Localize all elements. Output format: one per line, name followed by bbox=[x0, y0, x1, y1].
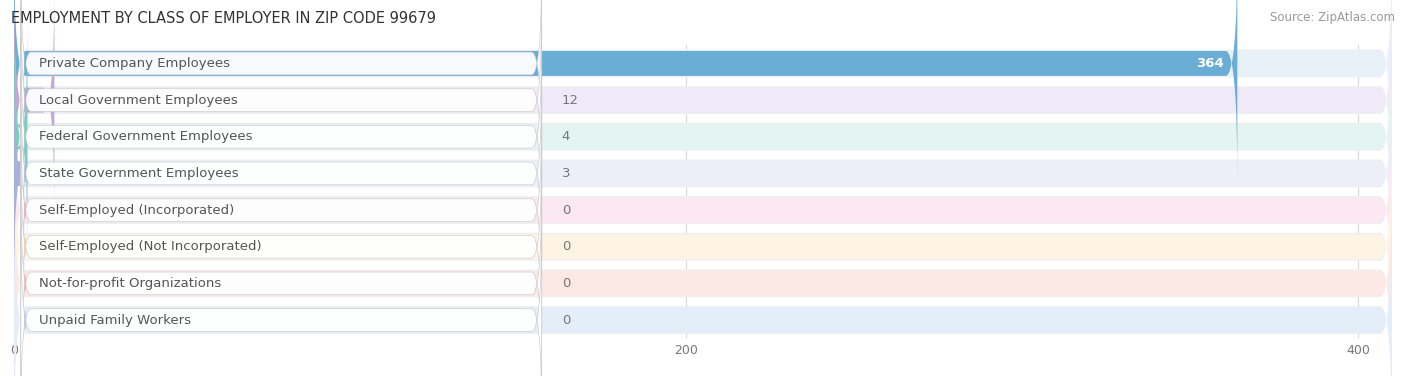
Ellipse shape bbox=[24, 311, 25, 329]
FancyBboxPatch shape bbox=[14, 21, 1392, 253]
FancyBboxPatch shape bbox=[14, 0, 1237, 179]
Text: 364: 364 bbox=[1197, 57, 1223, 70]
FancyBboxPatch shape bbox=[14, 0, 1392, 214]
FancyBboxPatch shape bbox=[14, 0, 1392, 179]
Text: 12: 12 bbox=[562, 94, 579, 107]
Ellipse shape bbox=[24, 91, 25, 109]
FancyBboxPatch shape bbox=[14, 23, 1392, 251]
FancyBboxPatch shape bbox=[14, 0, 1392, 178]
FancyBboxPatch shape bbox=[14, 59, 1392, 288]
Ellipse shape bbox=[24, 164, 25, 183]
Text: EMPLOYMENT BY CLASS OF EMPLOYER IN ZIP CODE 99679: EMPLOYMENT BY CLASS OF EMPLOYER IN ZIP C… bbox=[11, 11, 436, 26]
FancyBboxPatch shape bbox=[21, 38, 541, 235]
FancyBboxPatch shape bbox=[14, 168, 1392, 376]
FancyBboxPatch shape bbox=[21, 75, 541, 272]
Text: 0: 0 bbox=[562, 240, 571, 253]
Ellipse shape bbox=[24, 127, 25, 146]
FancyBboxPatch shape bbox=[21, 185, 541, 376]
Text: Unpaid Family Workers: Unpaid Family Workers bbox=[39, 314, 191, 327]
FancyBboxPatch shape bbox=[14, 204, 1392, 376]
Text: Federal Government Employees: Federal Government Employees bbox=[39, 130, 253, 143]
Ellipse shape bbox=[24, 54, 25, 73]
FancyBboxPatch shape bbox=[14, 0, 55, 216]
FancyBboxPatch shape bbox=[14, 96, 1392, 324]
Text: Not-for-profit Organizations: Not-for-profit Organizations bbox=[39, 277, 222, 290]
FancyBboxPatch shape bbox=[21, 221, 541, 376]
FancyBboxPatch shape bbox=[14, 94, 1392, 326]
FancyBboxPatch shape bbox=[14, 131, 1392, 362]
Text: 3: 3 bbox=[562, 167, 571, 180]
Ellipse shape bbox=[24, 238, 25, 256]
FancyBboxPatch shape bbox=[21, 111, 541, 309]
FancyBboxPatch shape bbox=[14, 169, 1392, 376]
FancyBboxPatch shape bbox=[21, 0, 541, 162]
FancyBboxPatch shape bbox=[14, 0, 1392, 216]
Text: Self-Employed (Incorporated): Self-Employed (Incorporated) bbox=[39, 203, 235, 217]
Text: Private Company Employees: Private Company Employees bbox=[39, 57, 231, 70]
Text: State Government Employees: State Government Employees bbox=[39, 167, 239, 180]
FancyBboxPatch shape bbox=[14, 21, 28, 253]
Text: Source: ZipAtlas.com: Source: ZipAtlas.com bbox=[1270, 11, 1395, 24]
FancyBboxPatch shape bbox=[14, 206, 1392, 376]
FancyBboxPatch shape bbox=[21, 148, 541, 346]
FancyBboxPatch shape bbox=[14, 58, 1392, 289]
Text: 0: 0 bbox=[562, 314, 571, 327]
Text: 0: 0 bbox=[562, 277, 571, 290]
FancyBboxPatch shape bbox=[13, 58, 25, 289]
Text: Local Government Employees: Local Government Employees bbox=[39, 94, 238, 107]
FancyBboxPatch shape bbox=[14, 132, 1392, 361]
Text: Self-Employed (Not Incorporated): Self-Employed (Not Incorporated) bbox=[39, 240, 262, 253]
Ellipse shape bbox=[24, 201, 25, 219]
Text: 0: 0 bbox=[562, 203, 571, 217]
Ellipse shape bbox=[24, 274, 25, 293]
Text: 4: 4 bbox=[562, 130, 571, 143]
FancyBboxPatch shape bbox=[21, 2, 541, 199]
